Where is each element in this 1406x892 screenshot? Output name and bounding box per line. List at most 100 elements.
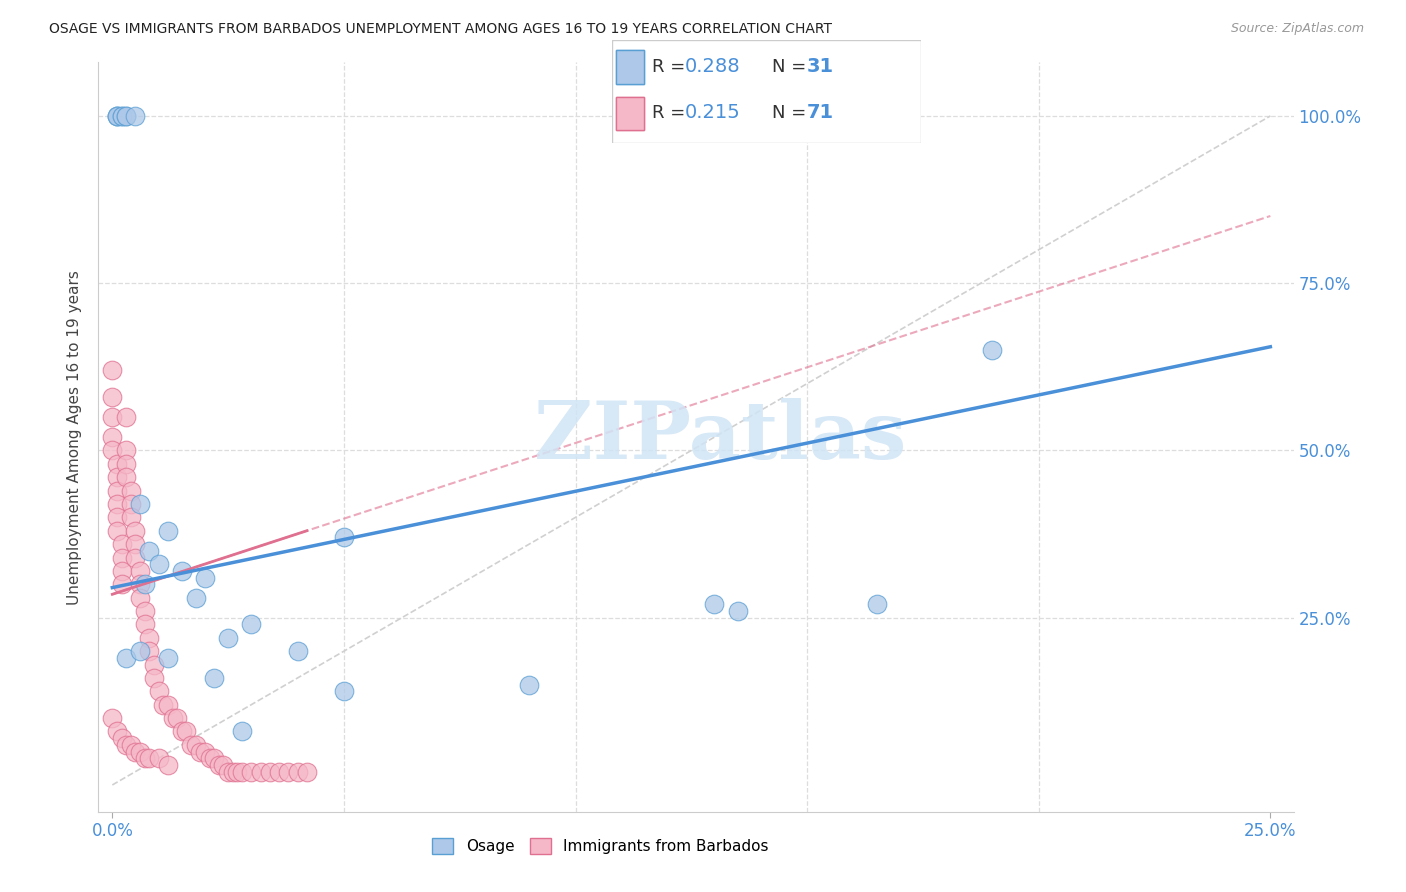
Point (202, 671, 225, 685)
Point (110, 564, 132, 578)
Point (240, 617, 263, 632)
Point (115, 109, 138, 123)
Point (152, 698, 174, 712)
Point (287, 764, 309, 779)
Point (148, 557, 170, 572)
Point (162, 711, 184, 725)
Point (287, 644, 309, 658)
Text: R =: R = (652, 58, 690, 76)
Point (120, 483, 142, 498)
Point (295, 764, 318, 779)
Point (105, 109, 128, 123)
Point (202, 751, 225, 765)
Point (129, 577, 152, 591)
Point (184, 591, 207, 605)
Point (115, 457, 138, 471)
Legend: Osage, Immigrants from Barbados: Osage, Immigrants from Barbados (426, 831, 775, 860)
Point (156, 758, 179, 772)
Point (134, 577, 156, 591)
Point (105, 470, 128, 484)
Point (148, 751, 170, 765)
Point (138, 631, 160, 645)
Point (267, 764, 290, 779)
Point (129, 744, 152, 758)
Bar (616, 50, 644, 84)
Point (333, 530, 356, 544)
Point (124, 550, 146, 565)
Point (115, 651, 138, 665)
Text: N =: N = (772, 58, 813, 76)
Point (124, 109, 146, 123)
Point (249, 764, 271, 779)
Text: 31: 31 (807, 57, 834, 77)
Point (188, 744, 211, 758)
Point (134, 617, 156, 632)
Point (101, 390, 124, 404)
Point (105, 483, 128, 498)
Point (124, 537, 146, 551)
Point (110, 109, 132, 123)
Point (166, 711, 188, 725)
Point (115, 738, 138, 752)
Point (115, 410, 138, 425)
Point (105, 724, 128, 739)
Point (170, 724, 193, 739)
Point (143, 671, 166, 685)
Text: Source: ZipAtlas.com: Source: ZipAtlas.com (1230, 22, 1364, 36)
Point (231, 764, 253, 779)
Point (101, 711, 124, 725)
Point (110, 537, 132, 551)
Point (333, 684, 356, 698)
Point (703, 598, 725, 612)
Point (184, 738, 207, 752)
Point (138, 751, 160, 765)
Point (240, 764, 263, 779)
Point (143, 657, 166, 672)
Point (194, 571, 217, 585)
Y-axis label: Unemployment Among Ages 16 to 19 years: Unemployment Among Ages 16 to 19 years (67, 269, 83, 605)
Point (105, 524, 128, 538)
Point (115, 443, 138, 458)
Point (101, 410, 124, 425)
Text: OSAGE VS IMMIGRANTS FROM BARBADOS UNEMPLOYMENT AMONG AGES 16 TO 19 YEARS CORRELA: OSAGE VS IMMIGRANTS FROM BARBADOS UNEMPL… (49, 22, 832, 37)
Point (148, 684, 170, 698)
Point (231, 724, 253, 739)
Point (105, 109, 128, 123)
Bar (616, 96, 644, 130)
Text: 0.288: 0.288 (685, 57, 740, 77)
Point (217, 631, 239, 645)
Point (222, 764, 245, 779)
Point (217, 764, 239, 779)
Point (115, 109, 138, 123)
Point (727, 604, 749, 618)
Point (134, 604, 156, 618)
Point (176, 724, 198, 739)
Point (129, 644, 152, 658)
Point (277, 764, 299, 779)
Point (110, 550, 132, 565)
Point (208, 758, 231, 772)
Point (124, 524, 146, 538)
Point (120, 738, 142, 752)
Text: R =: R = (652, 104, 690, 122)
Point (129, 591, 152, 605)
Point (110, 109, 132, 123)
Text: 0.215: 0.215 (685, 103, 740, 122)
Point (129, 497, 152, 511)
Point (180, 738, 202, 752)
Point (120, 510, 142, 524)
Point (120, 497, 142, 511)
Point (105, 510, 128, 524)
Point (517, 678, 540, 692)
Point (865, 598, 887, 612)
Bar (616, 50, 644, 84)
Point (105, 457, 128, 471)
Point (110, 731, 132, 746)
Point (105, 497, 128, 511)
Point (170, 564, 193, 578)
Text: ZIPatlas: ZIPatlas (534, 398, 905, 476)
Point (110, 577, 132, 591)
Point (198, 751, 221, 765)
Point (194, 744, 217, 758)
Point (981, 343, 1004, 358)
